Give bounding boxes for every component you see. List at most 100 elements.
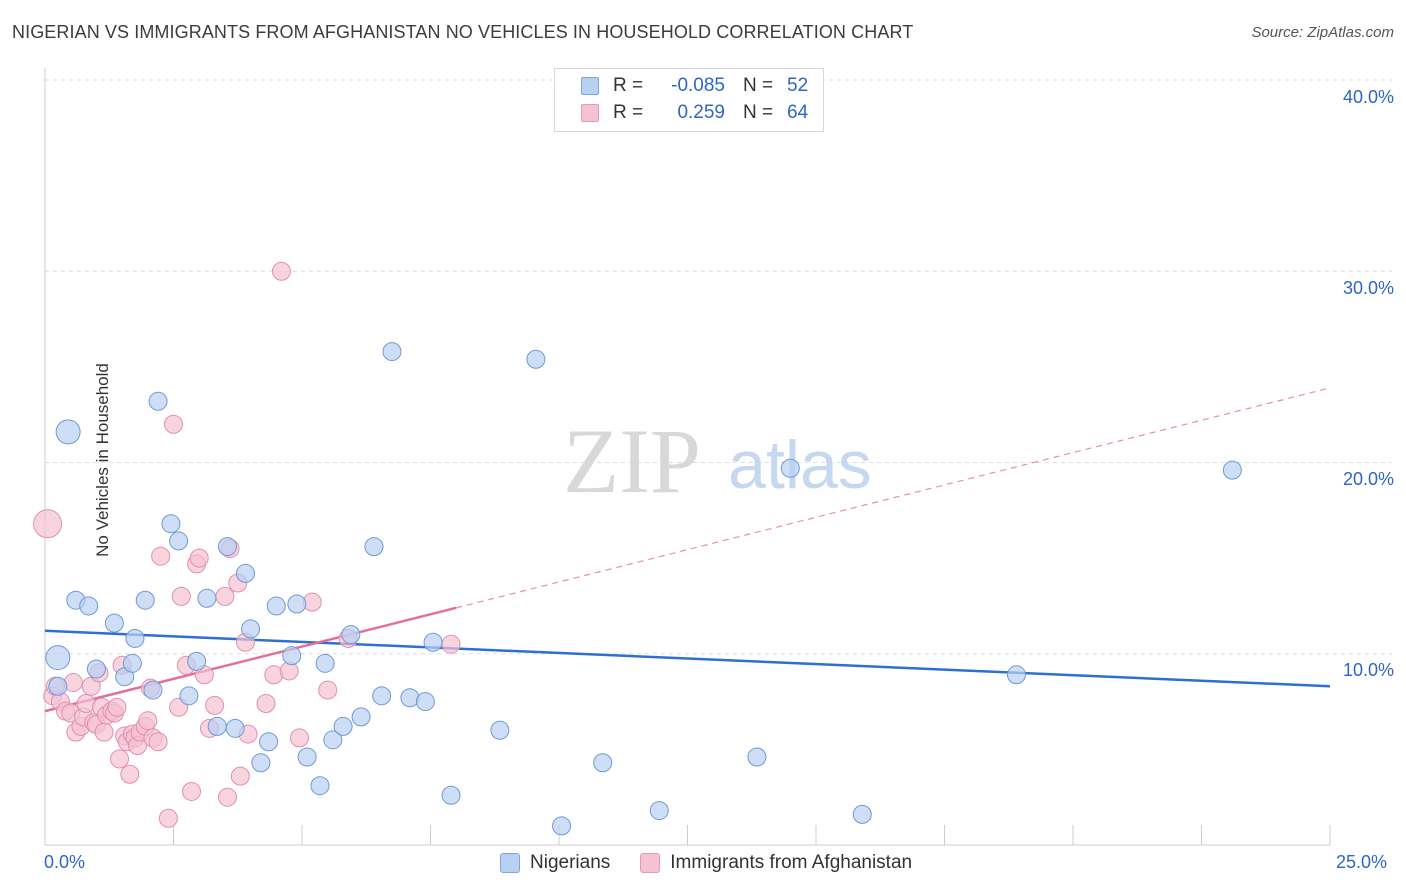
point-nigerians [225, 718, 245, 738]
legend-r-label: R = [613, 75, 644, 96]
legend-swatch-blue [581, 77, 599, 95]
point-nigerians [241, 619, 261, 639]
legend-r-value: 0.259 [677, 102, 725, 123]
trend-line-afghanistan [44, 606, 457, 713]
point-nigerians [1006, 665, 1026, 685]
point-afghanistan [441, 634, 461, 654]
point-nigerians [169, 531, 189, 551]
point-nigerians [423, 632, 443, 652]
series-legend: Nigerians Immigrants from Afghanistan [500, 852, 942, 874]
point-nigerians [251, 753, 271, 773]
y-tick-30: 30.0% [1342, 278, 1394, 298]
watermark-atlas: atlas [728, 427, 872, 503]
point-afghanistan [171, 586, 191, 606]
point-nigerians [372, 686, 392, 706]
point-afghanistan [271, 261, 291, 281]
point-afghanistan [289, 728, 309, 748]
point-nigerians [852, 804, 872, 824]
point-nigerians [310, 776, 330, 796]
legend-label-afghanistan: Immigrants from Afghanistan [670, 852, 913, 873]
point-nigerians [259, 732, 279, 752]
point-afghanistan [148, 732, 168, 752]
point-afghanistan [33, 509, 63, 539]
point-afghanistan [230, 766, 250, 786]
point-nigerians [1222, 460, 1242, 480]
legend-row-afghanistan: R = 0.259 N = 64 [581, 102, 808, 124]
x-tick-max: 25.0% [1336, 852, 1388, 872]
legend-n-value: 52 [787, 75, 809, 96]
legend-row-nigerians: R = -0.085 N = 52 [581, 75, 808, 97]
legend-swatch-blue [500, 853, 520, 873]
watermark-zip: ZIP [563, 410, 701, 512]
point-nigerians [649, 801, 669, 821]
point-afghanistan [158, 808, 178, 828]
point-nigerians [79, 596, 99, 616]
point-nigerians [104, 613, 124, 633]
point-nigerians [217, 537, 237, 557]
point-nigerians [122, 653, 142, 673]
point-nigerians [48, 676, 68, 696]
point-nigerians [187, 651, 207, 671]
point-afghanistan [138, 711, 158, 731]
legend-item-nigerians[interactable]: Nigerians [500, 852, 610, 874]
point-nigerians [315, 653, 335, 673]
point-nigerians [490, 720, 510, 740]
point-afghanistan [205, 695, 225, 715]
point-nigerians [552, 816, 572, 836]
point-nigerians [55, 419, 81, 445]
y-tick-10: 10.0% [1342, 660, 1394, 680]
point-afghanistan [164, 414, 183, 434]
point-nigerians [125, 628, 145, 648]
point-afghanistan [94, 722, 114, 742]
point-nigerians [593, 753, 613, 773]
point-afghanistan [181, 781, 201, 801]
legend-n-label: N = [743, 102, 774, 123]
data-points [33, 261, 1242, 836]
y-tick-20: 20.0% [1342, 469, 1394, 489]
y-tick-40: 40.0% [1342, 87, 1394, 107]
point-afghanistan [215, 586, 235, 606]
point-afghanistan [189, 548, 209, 568]
legend-r-value: -0.085 [671, 75, 725, 96]
point-nigerians [143, 680, 163, 700]
point-nigerians [382, 342, 402, 362]
trend-lines [44, 387, 1331, 713]
point-nigerians [45, 645, 71, 671]
point-nigerians [333, 716, 353, 736]
point-nigerians [86, 659, 106, 679]
point-nigerians [282, 646, 302, 666]
trend-line-afghanistan-extension [456, 387, 1331, 609]
point-nigerians [207, 716, 227, 736]
legend-r-label: R = [613, 102, 644, 123]
point-afghanistan [217, 787, 237, 807]
point-nigerians [526, 349, 546, 369]
point-nigerians [415, 692, 435, 712]
point-nigerians [297, 747, 317, 767]
point-nigerians [441, 785, 461, 805]
point-nigerians [323, 730, 343, 750]
x-tick-min: 0.0% [44, 852, 86, 872]
point-nigerians [235, 563, 255, 583]
point-afghanistan [151, 546, 171, 566]
point-nigerians [161, 514, 181, 534]
point-afghanistan [107, 697, 127, 717]
point-nigerians [148, 391, 168, 411]
point-nigerians [351, 707, 371, 727]
legend-item-afghanistan[interactable]: Immigrants from Afghanistan [640, 852, 912, 874]
point-nigerians [197, 588, 217, 608]
point-afghanistan [318, 680, 338, 700]
point-nigerians [135, 590, 155, 610]
source-label: Source: ZipAtlas.com [1251, 24, 1394, 41]
trend-line-nigerians [44, 629, 1331, 688]
point-nigerians [179, 686, 199, 706]
legend-n-value: 64 [787, 102, 809, 123]
legend-n-label: N = [743, 75, 774, 96]
correlation-legend: R = -0.085 N = 52 R = 0.259 N = 64 [554, 68, 824, 132]
y-axis-label: No Vehicles in Household [92, 363, 112, 557]
point-nigerians [364, 537, 384, 557]
point-afghanistan [110, 749, 130, 769]
point-nigerians [780, 458, 800, 478]
legend-swatch-pink [640, 853, 661, 873]
legend-label-nigerians: Nigerians [530, 852, 611, 873]
